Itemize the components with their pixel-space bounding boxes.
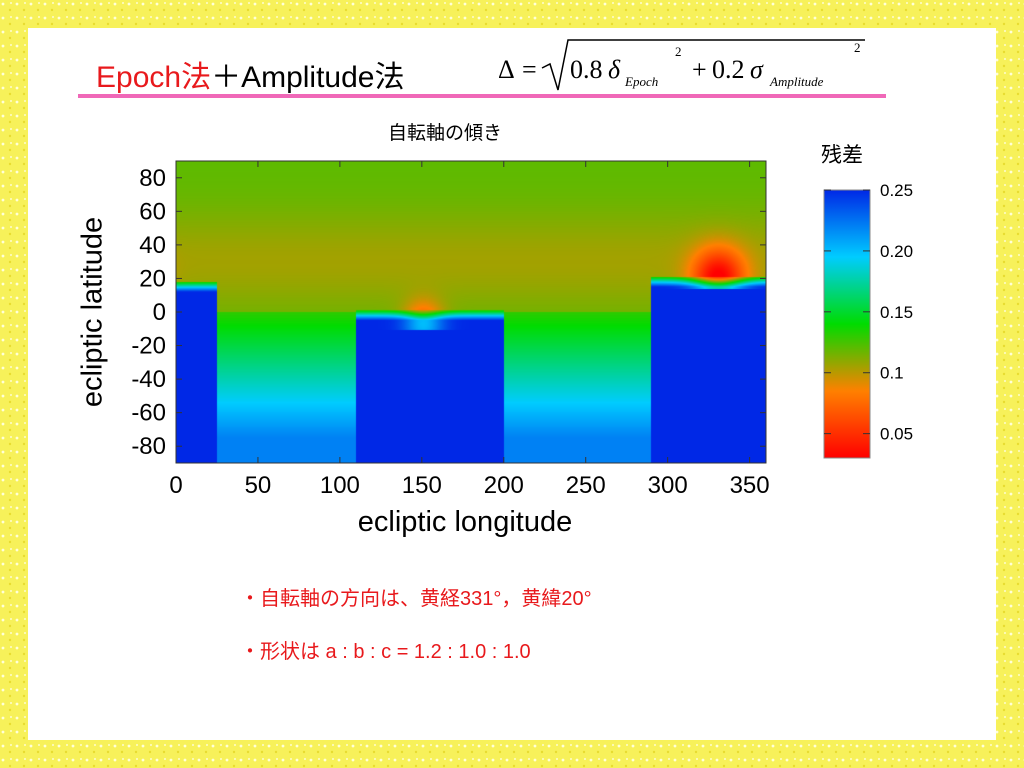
formula-sub-epoch: Epoch [624,74,658,89]
y-tick-label: -80 [131,433,166,460]
colorbar-tick-label: 0.20 [880,242,913,261]
x-tick-label: 350 [730,472,770,499]
formula-delta-symbol: Δ [498,55,515,84]
formula-delta-epoch: δ [608,55,621,84]
note-spin-axis: ・自転軸の方向は、黄経331°，黄緯20° [240,588,592,610]
y-tick-label: -60 [131,400,166,427]
formula-coeff-1: 0.8 [570,55,603,84]
formula-equals: = [522,55,537,84]
slide-title: Epoch法＋Amplitude法 [96,52,404,96]
formula-square-2: 2 [854,40,861,55]
heatmap-canvas [176,161,766,463]
y-tick-label: 20 [139,265,166,292]
y-tick-label: 40 [139,232,166,259]
formula-coeff-2: 0.2 [712,55,745,84]
residual-formula: Δ = 0.8 δ Epoch 2 + 0.2 σ Amplitude 2 [498,39,865,91]
x-tick-label: 150 [402,472,442,499]
formula-sigma-amp: σ [750,55,764,84]
y-axis-label: ecliptic latitude [76,216,109,408]
y-tick-label: -20 [131,333,166,360]
x-tick-label: 100 [320,472,360,499]
y-tick-label: 80 [139,165,166,192]
notes: ・自転軸の方向は、黄経331°，黄緯20° ・形状は a : b : c = 1… [240,582,592,688]
y-tick-label: 0 [153,299,166,326]
colorbar-tick-label: 0.1 [880,364,904,383]
colorbar-title: 残差 [821,144,863,167]
title-amplitude: ＋Amplitude法 [211,61,405,94]
x-tick-label: 250 [566,472,606,499]
formula-square-1: 2 [675,44,682,59]
x-tick-label: 50 [245,472,272,499]
colorbar [823,189,871,459]
note-shape: ・形状は a : b : c = 1.2 : 1.0 : 1.0 [240,641,531,663]
title-underline [78,94,886,98]
formula-sub-amplitude: Amplitude [769,74,824,89]
formula-plus: + [692,55,707,84]
x-tick-label: 300 [648,472,688,499]
colorbar-tick-label: 0.25 [880,181,913,200]
colorbar-tick-label: 0.15 [880,303,913,322]
colorbar-tick-label: 0.05 [880,425,913,444]
x-tick-label: 0 [169,472,182,499]
x-axis-label: ecliptic longitude [357,506,573,538]
formula-sqrt [541,39,865,91]
title-epoch: Epoch法 [96,61,212,94]
x-tick-label: 200 [484,472,524,499]
y-tick-label: -40 [131,366,166,393]
y-tick-label: 60 [139,198,166,225]
plot-title: 自転軸の傾き [388,123,503,144]
